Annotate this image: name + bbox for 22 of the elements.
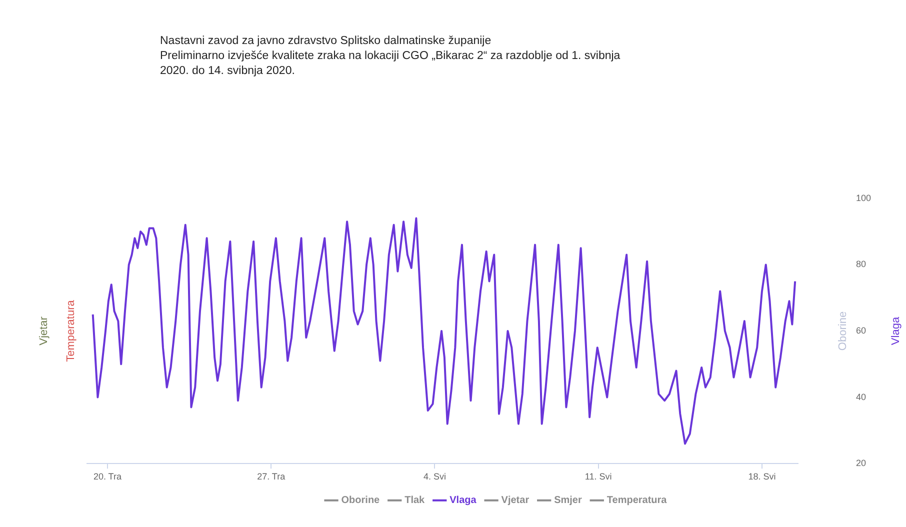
chart-title: Nastavni zavod za javno zdravstvo Splitsko dalmatinske županije <box>160 34 492 49</box>
y-axis-title: Temperatura <box>65 299 78 362</box>
y2-tick-label: 60 <box>856 325 866 336</box>
text: Oborine <box>837 311 850 351</box>
legend-label: Vlaga <box>450 495 477 506</box>
y2-tick-label: 20 <box>856 458 866 468</box>
x-tick-label: 4. Svi <box>423 471 446 482</box>
x-tick-label: 18. Svi <box>748 471 776 482</box>
y2-tick-label: 80 <box>856 259 866 270</box>
legend-label: Tlak <box>404 495 426 506</box>
y2-tick-label: 100 <box>856 192 872 203</box>
legend-label: Smjer <box>554 495 582 506</box>
y2-tick-label: 40 <box>856 392 866 402</box>
y2-axis-title: Vlaga <box>890 316 902 346</box>
x-tick-label: 27. Tra <box>257 471 286 482</box>
chart-subtitle: Preliminarno izvješće kvalitete zraka na lokaciji CGO „Bikarac 2“ za razdoblje od 1. svibnja 2020. do 14. svibnja 2020. <box>160 49 622 79</box>
legend-label: Temperatura <box>606 495 668 506</box>
x-tick-label: 11. Svi <box>584 471 612 482</box>
legend-label: Oborine <box>341 495 380 506</box>
x-tick-label: 20. Tra <box>93 471 122 482</box>
text: Vjetar <box>38 316 50 346</box>
legend-label: Vjetar <box>501 495 530 506</box>
